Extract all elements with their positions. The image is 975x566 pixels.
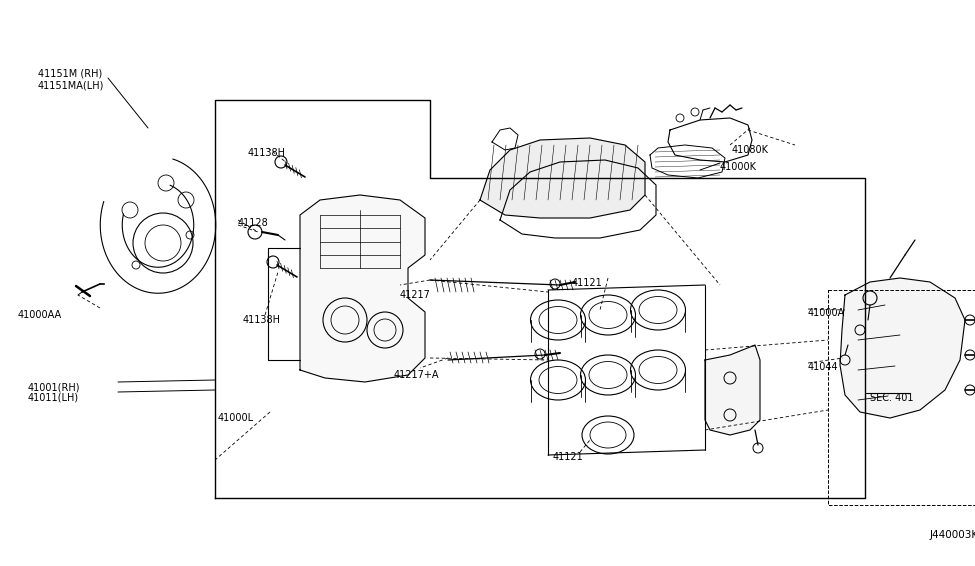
Polygon shape xyxy=(300,195,425,382)
Text: 41121: 41121 xyxy=(553,452,584,462)
Text: 41128: 41128 xyxy=(238,218,269,228)
Text: 41001(RH): 41001(RH) xyxy=(28,382,81,392)
Polygon shape xyxy=(840,278,965,418)
Polygon shape xyxy=(705,345,760,435)
Text: 41000L: 41000L xyxy=(218,413,254,423)
Text: J440003K: J440003K xyxy=(930,530,975,540)
Polygon shape xyxy=(480,138,645,218)
Text: 41151MA(LH): 41151MA(LH) xyxy=(38,80,104,90)
Text: 41011(LH): 41011(LH) xyxy=(28,393,79,403)
Text: 41000A: 41000A xyxy=(808,308,845,318)
Text: 41121: 41121 xyxy=(572,278,603,288)
Text: 41000K: 41000K xyxy=(720,162,757,172)
Text: 41217: 41217 xyxy=(400,290,431,300)
Text: 41044: 41044 xyxy=(808,362,838,372)
Text: 41138H: 41138H xyxy=(243,315,281,325)
Text: 41138H: 41138H xyxy=(248,148,286,158)
Bar xyxy=(828,290,975,505)
Text: 41000AA: 41000AA xyxy=(18,310,62,320)
Text: 41151M (RH): 41151M (RH) xyxy=(38,68,102,78)
Text: 41217+A: 41217+A xyxy=(394,370,440,380)
Text: SEC. 401: SEC. 401 xyxy=(870,393,914,403)
Text: 41080K: 41080K xyxy=(732,145,769,155)
